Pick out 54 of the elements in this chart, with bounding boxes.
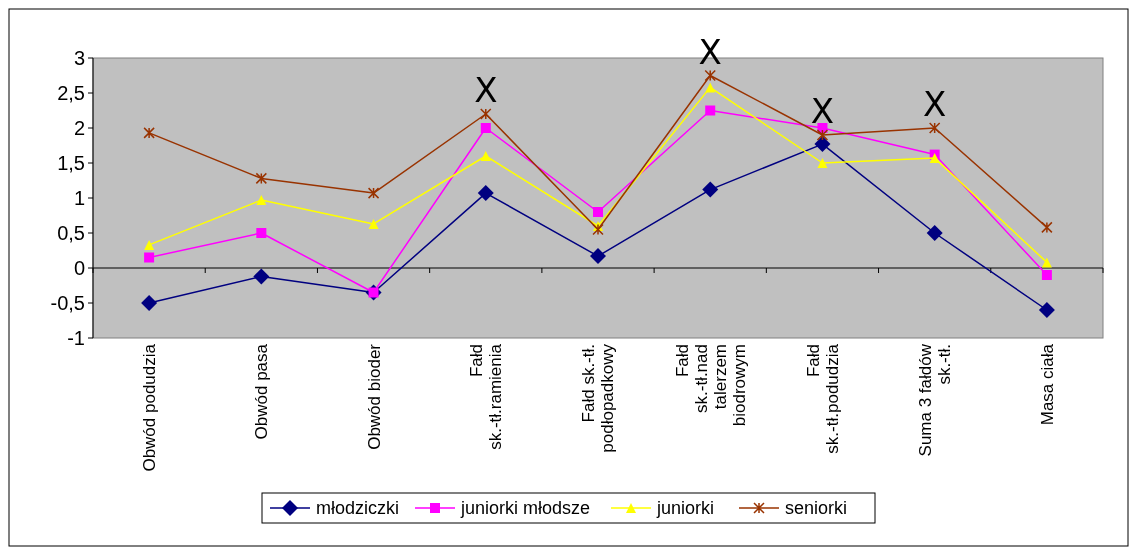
point xyxy=(480,108,492,120)
point xyxy=(256,228,267,238)
x-tick-label: Masa ciała xyxy=(1037,343,1057,426)
point xyxy=(593,207,603,217)
legend-label: młodziczki xyxy=(316,498,400,519)
point xyxy=(705,105,716,116)
legend-label: juniorki xyxy=(656,498,715,519)
x-tick-label: Obwód bioder xyxy=(364,343,384,450)
point xyxy=(702,181,719,198)
y-tick-label: 2 xyxy=(73,117,85,139)
point xyxy=(253,268,270,285)
point xyxy=(704,69,716,82)
x-tick-label: Obwód pasa xyxy=(252,343,272,440)
point xyxy=(477,185,494,202)
point xyxy=(1041,270,1052,280)
point xyxy=(141,295,158,311)
point xyxy=(929,153,940,164)
point xyxy=(256,195,267,206)
point xyxy=(143,127,155,139)
y-tick-label: 3 xyxy=(73,47,85,69)
y-tick-label: 1 xyxy=(73,187,85,209)
point xyxy=(1041,221,1053,234)
point xyxy=(814,136,831,153)
y-tick-label: -1 xyxy=(67,327,85,349)
point xyxy=(705,82,716,93)
point xyxy=(480,123,491,133)
y-tick-label: -0,5 xyxy=(50,292,85,314)
point xyxy=(592,223,604,236)
point xyxy=(144,239,155,250)
y-tick-label: 0,5 xyxy=(57,222,85,244)
point xyxy=(1038,302,1055,318)
point xyxy=(817,158,828,168)
annotation: X xyxy=(923,84,947,124)
x-tick-label: Fałd sk.-tł.ramienia xyxy=(467,343,506,450)
point xyxy=(367,187,380,199)
annotation: X xyxy=(810,91,835,131)
legend-label: juniorki młodsze xyxy=(460,498,591,519)
point xyxy=(144,252,155,263)
point xyxy=(928,122,941,134)
point xyxy=(368,218,379,229)
y-tick-label: 0 xyxy=(73,257,85,279)
point xyxy=(255,172,268,185)
point xyxy=(590,248,606,265)
point xyxy=(1041,257,1052,268)
x-tick-label: Suma 3 fałdów sk.-tł. xyxy=(916,343,955,457)
annotation: X xyxy=(698,31,722,72)
point xyxy=(926,225,943,241)
point xyxy=(816,129,829,141)
point xyxy=(480,151,491,161)
annotation: X xyxy=(474,70,498,110)
y-tick-label: 1,5 xyxy=(57,152,85,174)
x-tick-label: Obwód podudzia xyxy=(140,343,160,472)
legend-label: seniorki xyxy=(785,498,848,519)
y-tick-label: 2,5 xyxy=(57,82,85,104)
